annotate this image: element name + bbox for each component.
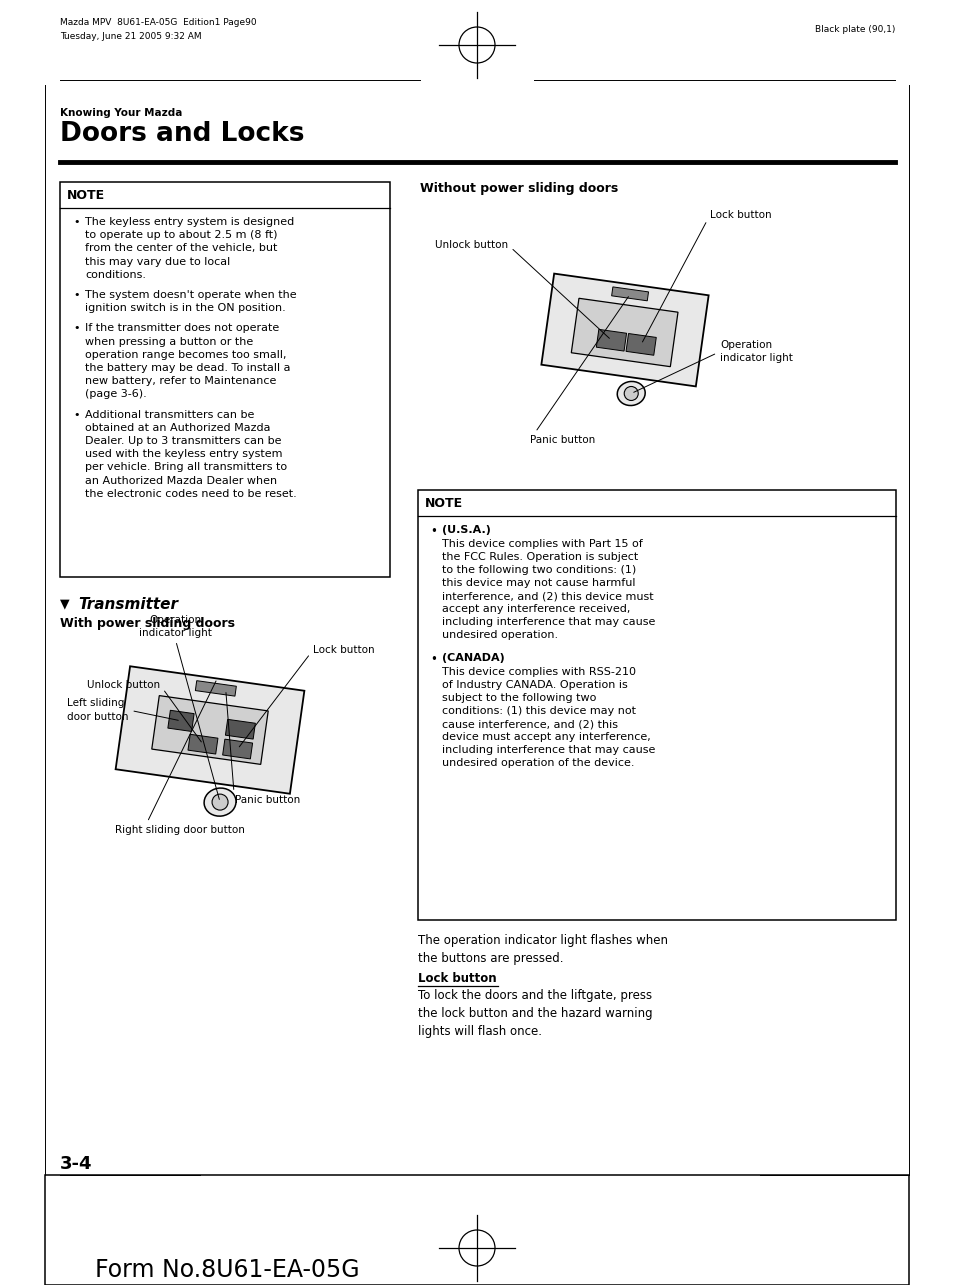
Text: •: • [73,217,79,227]
Text: Lock button: Lock button [417,971,497,986]
Polygon shape [168,711,193,731]
Text: The system doesn't operate when the
ignition switch is in the ON position.: The system doesn't operate when the igni… [85,290,296,314]
Text: NOTE: NOTE [424,497,462,510]
Text: This device complies with Part 15 of
the FCC Rules. Operation is subject
to the : This device complies with Part 15 of the… [441,538,655,640]
Polygon shape [195,681,236,696]
Text: •: • [73,324,79,333]
Polygon shape [115,666,304,794]
Text: •: • [73,410,79,420]
Circle shape [623,387,638,401]
Text: Without power sliding doors: Without power sliding doors [419,182,618,195]
Text: Operation
indicator light: Operation indicator light [138,614,219,799]
Text: Tuesday, June 21 2005 9:32 AM: Tuesday, June 21 2005 9:32 AM [60,32,201,41]
Ellipse shape [617,382,644,406]
Text: Additional transmitters can be
obtained at an Authorized Mazda
Dealer. Up to 3 t: Additional transmitters can be obtained … [85,410,296,499]
Text: The keyless entry system is designed
to operate up to about 2.5 m (8 ft)
from th: The keyless entry system is designed to … [85,217,294,280]
Bar [417,490,895,920]
Polygon shape [188,734,217,754]
Text: Knowing Your Mazda: Knowing Your Mazda [60,108,182,118]
Text: •: • [73,290,79,299]
Text: •: • [430,653,436,666]
Polygon shape [222,739,253,759]
Text: Black plate (90,1): Black plate (90,1) [814,24,894,33]
Polygon shape [611,287,648,301]
Text: Lock button: Lock button [641,209,771,342]
Text: Transmitter: Transmitter [78,598,178,612]
Text: With power sliding doors: With power sliding doors [60,617,234,630]
Text: (CANADA): (CANADA) [441,653,504,663]
Polygon shape [225,720,255,739]
Text: The operation indicator light flashes when
the buttons are pressed.: The operation indicator light flashes wh… [417,934,667,965]
Text: This device complies with RSS-210
of Industry CANADA. Operation is
subject to th: This device complies with RSS-210 of Ind… [441,667,655,768]
Text: ▼: ▼ [60,598,70,610]
Text: Lock button: Lock button [239,645,375,747]
Text: 3-4: 3-4 [60,1155,92,1173]
Polygon shape [625,334,656,355]
Bar [45,1174,908,1285]
Text: If the transmitter does not operate
when pressing a button or the
operation rang: If the transmitter does not operate when… [85,324,291,400]
Text: Right sliding door button: Right sliding door button [115,681,245,835]
Text: NOTE: NOTE [67,189,105,202]
Text: Operation
indicator light: Operation indicator light [633,341,792,392]
Polygon shape [571,298,678,366]
Ellipse shape [204,788,235,816]
Polygon shape [152,695,268,765]
Text: Form No.8U61-EA-05G: Form No.8U61-EA-05G [95,1258,359,1282]
Text: Unlock button: Unlock button [87,680,201,741]
Text: Mazda MPV  8U61-EA-05G  Edition1 Page90: Mazda MPV 8U61-EA-05G Edition1 Page90 [60,18,256,27]
Text: Unlock button: Unlock button [435,240,609,338]
Text: Left sliding
door button: Left sliding door button [67,699,178,722]
Text: •: • [430,526,436,538]
Polygon shape [596,329,626,351]
Circle shape [212,794,228,810]
Polygon shape [540,274,708,387]
Text: To lock the doors and the liftgate, press
the lock button and the hazard warning: To lock the doors and the liftgate, pres… [417,989,652,1038]
Bar [60,182,390,577]
Text: Panic button: Panic button [530,297,628,445]
Text: Panic button: Panic button [226,693,300,804]
Text: (U.S.A.): (U.S.A.) [441,526,491,535]
Text: Doors and Locks: Doors and Locks [60,121,304,146]
